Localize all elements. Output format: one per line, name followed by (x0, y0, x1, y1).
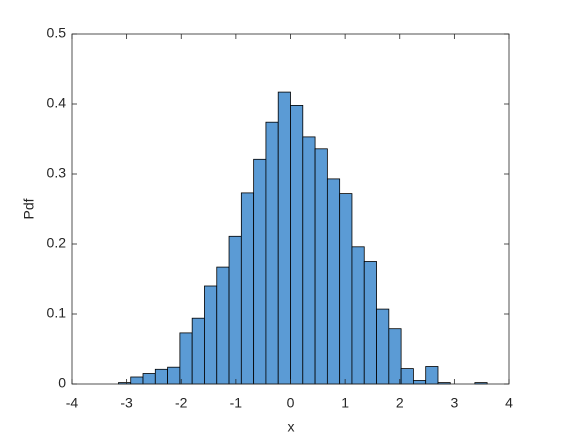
y-tick-label: 0.1 (47, 305, 67, 321)
bar (388, 328, 402, 385)
bar (130, 376, 144, 385)
bar (154, 368, 168, 385)
bar (167, 366, 181, 385)
x-tick-label: 2 (396, 395, 404, 411)
bar (376, 308, 390, 385)
bar (265, 121, 279, 385)
bar (400, 368, 414, 385)
bar (191, 317, 205, 385)
bar (204, 285, 218, 385)
bar (240, 192, 255, 385)
y-tick-label: 0.4 (47, 95, 67, 111)
y-tick-label: 0.5 (47, 25, 67, 41)
bar (253, 158, 267, 385)
bar (277, 91, 291, 385)
bar (363, 261, 377, 385)
y-tick-label: 0.3 (47, 165, 67, 181)
bar (142, 373, 156, 385)
bar (216, 266, 230, 385)
bar (290, 105, 304, 385)
bar (413, 380, 427, 385)
x-axis-label: x (288, 419, 295, 435)
bar (425, 366, 439, 385)
bar (339, 193, 353, 385)
x-tick-label: -1 (230, 395, 243, 411)
x-tick-label: -2 (175, 395, 188, 411)
y-tick-label: 0 (58, 375, 66, 391)
x-tick-label: 4 (505, 395, 513, 411)
x-tick-label: 3 (450, 395, 458, 411)
x-tick-label: 1 (341, 395, 349, 411)
bar (302, 136, 316, 385)
y-tick-label: 0.2 (47, 235, 67, 251)
x-tick-label: -4 (66, 395, 79, 411)
y-axis-label: Pdf (21, 198, 37, 219)
bar (351, 246, 365, 385)
bar (326, 178, 341, 385)
x-tick-label: 0 (287, 395, 295, 411)
bar (179, 332, 193, 385)
bar (314, 148, 328, 385)
x-tick-label: -3 (120, 395, 133, 411)
bar (228, 235, 242, 385)
